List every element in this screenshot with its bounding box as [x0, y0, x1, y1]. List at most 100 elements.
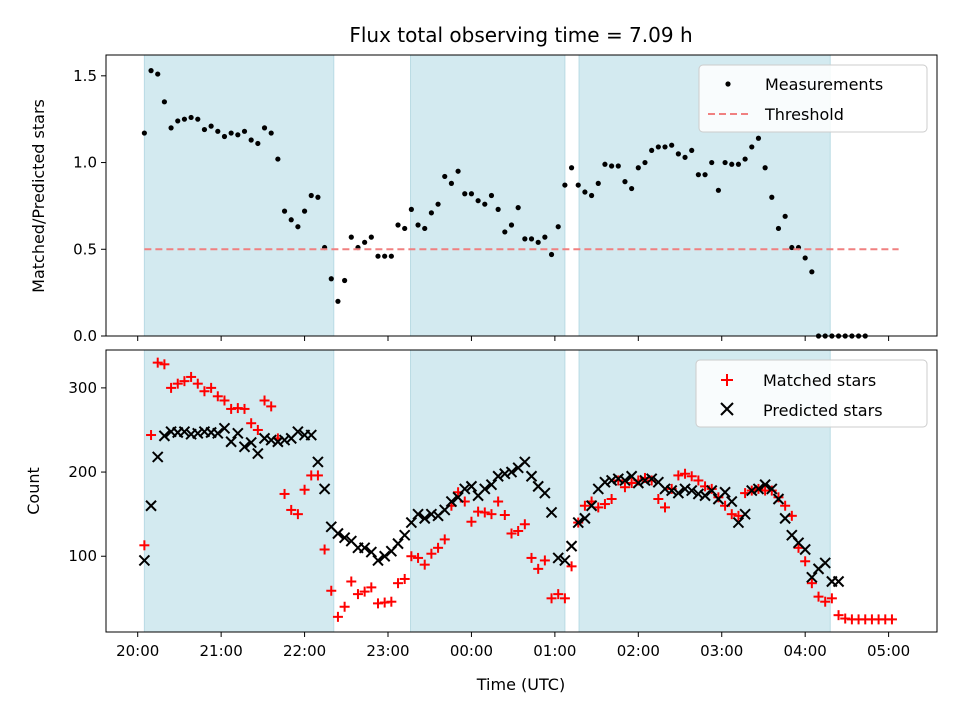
top-measurements-point-62 — [555, 224, 561, 230]
bottom-predicted-stars-point-34 — [365, 546, 378, 558]
bottom-y-ticks: 100 200 300 — [68, 379, 106, 565]
bottom-matched-stars-point-53 — [493, 496, 504, 507]
bottom-matched-stars-point-78 — [660, 502, 671, 513]
bottom-matched-stars-point-96 — [780, 500, 791, 511]
top-measurements-point-54 — [502, 229, 508, 235]
bottom-matched-stars-point-32 — [352, 589, 363, 600]
bottom-predicted-stars-point-69 — [599, 476, 611, 488]
bottom-matched-stars-point-5 — [172, 378, 183, 389]
top-measurements-point-68 — [595, 180, 601, 186]
bottom-matched-stars-point-63 — [559, 593, 570, 604]
top-measurements-point-61 — [548, 251, 555, 258]
bottom-panel-data — [138, 357, 897, 625]
bottom-matched-stars-point-55 — [506, 528, 517, 539]
top-ytick-label-3: 1.5 — [73, 67, 97, 85]
top-measurements-point-48 — [462, 191, 468, 197]
top-measurements-point-10 — [208, 123, 214, 129]
top-measurements-point-44 — [435, 201, 441, 207]
bottom-xtick-label-0: 20:00 — [116, 642, 159, 660]
top-measurements-point-49 — [468, 191, 475, 197]
bottom-matched-stars-point-16 — [246, 418, 257, 429]
top-measurements-point-0 — [141, 130, 147, 136]
bottom-predicted-stars-point-39 — [398, 529, 411, 541]
bottom-matched-stars-point-6 — [179, 376, 190, 387]
bottom-matched-stars-point-22 — [286, 504, 297, 515]
bottom-predicted-stars-point-79 — [665, 484, 678, 497]
bottom-matched-stars-point-7 — [186, 371, 197, 382]
bottom-matched-stars-point-58 — [526, 552, 537, 563]
bottom-xtick-label-9: 05:00 — [867, 642, 910, 660]
top-measurements-point-81 — [682, 154, 688, 160]
top-x-ticks — [137, 336, 890, 341]
bottom-predicted-stars-point-26 — [312, 456, 324, 468]
top-shade-0 — [143, 54, 335, 337]
bottom-predicted-stars-point-100 — [806, 571, 818, 583]
bottom-predicted-stars-point-92 — [752, 483, 765, 495]
bottom-matched-stars-point-42 — [419, 559, 430, 570]
bottom-matched-stars-point-0 — [139, 540, 150, 551]
legend-matched-label: Matched stars — [763, 371, 876, 390]
bottom-matched-stars-point-40 — [406, 551, 417, 562]
bottom-predicted-stars-point-84 — [699, 489, 711, 502]
top-panel-data — [141, 68, 899, 339]
bottom-matched-stars-point-38 — [393, 578, 404, 589]
bottom-predicted-stars-point-19 — [265, 434, 277, 446]
bottom-xtick-label-5: 01:00 — [533, 642, 576, 660]
top-measurements-point-71 — [615, 163, 621, 169]
top-measurements-point-47 — [455, 168, 461, 174]
bottom-matched-stars-point-43 — [426, 548, 437, 559]
bottom-matched-stars-point-33 — [359, 586, 370, 597]
top-measurements-point-57 — [522, 236, 528, 242]
bottom-predicted-stars-point-55 — [505, 466, 518, 478]
bottom-predicted-stars-point-27 — [318, 483, 331, 495]
bottom-predicted-stars-point-45 — [439, 504, 451, 516]
bottom-predicted-stars-point-38 — [392, 537, 404, 550]
bottom-predicted-stars-point-47 — [452, 491, 464, 504]
bottom-legend: Matched stars Predicted stars — [695, 359, 928, 428]
bottom-predicted-stars-point-94 — [766, 483, 778, 495]
bottom-matched-stars-point-59 — [533, 563, 544, 574]
bottom-matched-stars-point-21 — [279, 488, 290, 499]
top-measurements-point-51 — [482, 201, 488, 207]
top-measurements-point-2 — [155, 71, 161, 77]
top-measurements-point-26 — [315, 194, 321, 200]
top-ytick-label-2: 1.0 — [73, 154, 97, 172]
bottom-matched-stars-point-34 — [366, 582, 377, 593]
bottom-predicted-stars-point-57 — [519, 456, 531, 468]
top-legend-box — [698, 64, 928, 133]
bottom-predicted-stars-point-18 — [258, 432, 271, 445]
bottom-predicted-stars-point-58 — [525, 470, 538, 482]
bottom-matched-stars-point-39 — [399, 573, 410, 584]
top-measurements-point-50 — [475, 198, 481, 204]
bottom-matched-stars-point-80 — [673, 470, 684, 481]
top-measurements-point-94 — [769, 194, 775, 200]
top-measurements-point-19 — [268, 130, 274, 136]
bottom-predicted-stars-point-36 — [378, 550, 391, 562]
bottom-predicted-stars-point-63 — [559, 554, 571, 567]
bottom-matched-stars-point-18 — [259, 395, 270, 406]
top-measurements-point-69 — [602, 161, 608, 167]
chart-title: Flux total observing time = 7.09 h — [349, 23, 692, 47]
top-measurements-point-3 — [161, 99, 168, 105]
bottom-matched-stars-point-2 — [152, 357, 163, 368]
top-measurements-point-14 — [235, 132, 241, 138]
top-measurements-point-72 — [622, 179, 628, 185]
bottom-xtick-label-8: 04:00 — [784, 642, 827, 660]
bottom-matched-stars-point-88 — [726, 509, 737, 520]
top-measurements-point-85 — [709, 159, 715, 166]
top-measurements-point-16 — [248, 137, 254, 143]
bottom-predicted-stars-point-13 — [225, 436, 237, 448]
bottom-predicted-stars-point-1 — [145, 500, 157, 512]
bottom-x-ticks: 20:00 21:00 22:00 23:00 00:00 01:00 02:00 03:00… — [116, 632, 910, 660]
legend-predicted-marker — [720, 402, 734, 416]
bottom-matched-stars-point-62 — [553, 589, 564, 600]
bottom-axes-frame — [105, 349, 938, 633]
top-measurements-point-87 — [722, 159, 728, 166]
bottom-matched-stars-point-27 — [319, 544, 330, 555]
top-measurements-point-34 — [368, 234, 374, 240]
top-measurements-point-79 — [669, 142, 675, 148]
bottom-predicted-stars-point-48 — [459, 483, 471, 495]
bottom-y-axis-label: Count — [24, 467, 43, 515]
bottom-predicted-stars-point-2 — [152, 451, 164, 463]
top-measurements-point-65 — [575, 182, 581, 188]
